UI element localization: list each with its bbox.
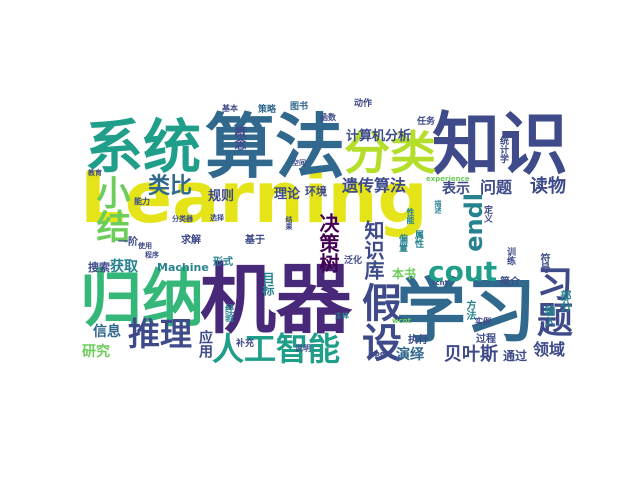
word-books: 图书 (290, 102, 309, 112)
word-cout: cout (428, 255, 498, 288)
word-form: 形式 (213, 257, 233, 268)
word-information: 信息 (93, 324, 121, 340)
word-first-order: 一阶 (118, 237, 138, 248)
word-analogy: 类比 (148, 174, 193, 199)
word-intro: 简介 (500, 277, 520, 288)
word-knowledge: 知识 (432, 106, 569, 185)
word-generalization: 泛化 (344, 256, 363, 266)
word-research: 研究 (82, 344, 110, 360)
word-domain: 领域 (533, 340, 566, 359)
word-performance: 性能 (406, 208, 415, 224)
word-machine: 机器 (200, 255, 352, 344)
word-task: 任务 (417, 117, 436, 127)
word-acquire: 获取 (110, 259, 138, 275)
word-machine-en: Machine (157, 261, 209, 274)
word-this-book: 本书 (392, 267, 417, 281)
word-exercise: 习题 (531, 265, 572, 337)
word-strategy: 策略 (258, 105, 277, 115)
word-program: 程序 (145, 251, 159, 259)
word-bias: 偏置 (397, 234, 407, 252)
word-concept: 概念 (233, 126, 247, 150)
word-learning: Learning (80, 157, 428, 239)
word-education: 教育 (88, 169, 102, 177)
word-part: 部分 (559, 290, 572, 312)
word-goal: 目标 (261, 272, 275, 296)
word-rcnt: rcnt (432, 279, 448, 287)
word-hypothesis: 假设 (355, 282, 401, 362)
word-subject: 主体 (335, 312, 349, 320)
word-basic: 基本 (222, 104, 238, 113)
word-description: 描述 (434, 200, 442, 214)
word-representation: 表示 (442, 181, 470, 197)
word-theory: 理论 (274, 187, 301, 202)
word-bayes: 贝叶斯 (444, 344, 498, 365)
word-algorithm: 算法 (205, 106, 345, 188)
word-ai: 人工智能 (212, 330, 341, 368)
word-computer-analysis: 计算机分析 (346, 129, 412, 144)
word-symbol: 符号 (538, 253, 549, 273)
word-result: 结果 (285, 216, 293, 230)
word-rules: 规则 (208, 189, 235, 204)
word-classification: 分类 (344, 126, 436, 180)
word-application: 应用 (197, 330, 213, 358)
word-through: 通过 (503, 349, 528, 363)
word-search: 搜索 (88, 261, 110, 274)
word-training: 训练 (505, 247, 515, 265)
word-induction: 归纳 (80, 262, 205, 335)
word-instance: 实例 (475, 317, 491, 326)
word-input: 输入 (543, 305, 556, 327)
word-environment: 环境 (305, 185, 327, 198)
word-oper: oper (370, 350, 389, 358)
word-space: 空间 (292, 159, 306, 167)
word-knowledge-base: 知识库 (361, 220, 385, 280)
word-genetic-algorithm: 遗传算法 (342, 176, 407, 195)
word-function: 函数 (320, 113, 336, 122)
word-process: 过程 (476, 334, 496, 345)
word-wcnt: wcnt (392, 317, 411, 325)
word-method: 方法 (464, 300, 475, 320)
word-choice: 选择 (210, 214, 224, 222)
word-supplement: 补充 (236, 339, 255, 349)
word-use: 使用 (138, 242, 152, 250)
word-based-on: 基于 (245, 235, 265, 246)
word-attribute: 属性 (413, 230, 423, 248)
word-experience-en: experience (426, 175, 470, 183)
word-summary: 小结 (90, 175, 130, 243)
word-statistics: 统计学 (498, 136, 508, 163)
word-classifier: 分类器 (172, 215, 193, 223)
word-reasoning: 推理 (128, 315, 193, 353)
word-solve: 求解 (181, 235, 201, 246)
word-study: 学习 (396, 270, 536, 352)
word-system: 系统 (85, 113, 202, 181)
word-ability: 能力 (134, 197, 150, 206)
word-problem: 问题 (480, 178, 513, 197)
word-definition: 定义 (482, 205, 492, 223)
word-experience: 经验 (223, 304, 233, 322)
word-execute: 执行 (408, 335, 428, 346)
word-readings: 读物 (530, 176, 566, 197)
word-deduction: 演绎 (396, 347, 424, 363)
word-explanation: 说明 (295, 344, 311, 353)
word-decision-tree: 决策树 (316, 213, 340, 273)
word-action: 动作 (354, 99, 373, 109)
